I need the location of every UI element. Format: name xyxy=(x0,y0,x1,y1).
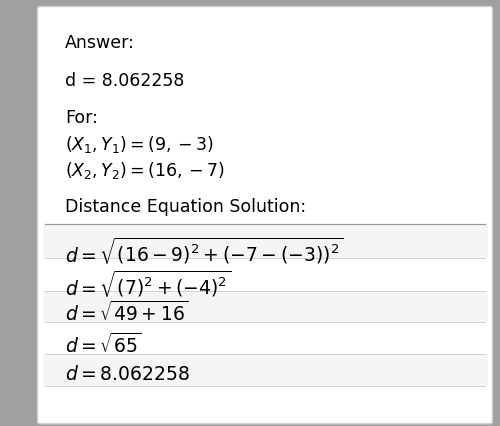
Text: For:: For: xyxy=(65,109,98,127)
Text: $d = \sqrt{(16 - 9)^2 + (-7 - (-3))^2}$: $d = \sqrt{(16 - 9)^2 + (-7 - (-3))^2}$ xyxy=(65,235,344,265)
Text: Distance Equation Solution:: Distance Equation Solution: xyxy=(65,198,306,216)
Text: $d = \sqrt{(7)^2 + (-4)^2}$: $d = \sqrt{(7)^2 + (-4)^2}$ xyxy=(65,268,231,299)
Text: $(X_1, Y_1) = (9, -3)$: $(X_1, Y_1) = (9, -3)$ xyxy=(65,134,214,155)
Text: $d = \sqrt{49 + 16}$: $d = \sqrt{49 + 16}$ xyxy=(65,301,188,325)
Text: $(X_2, Y_2) = (16, -7)$: $(X_2, Y_2) = (16, -7)$ xyxy=(65,160,225,181)
Text: d = 8.062258: d = 8.062258 xyxy=(65,72,184,90)
Text: Answer:: Answer: xyxy=(65,34,135,52)
Text: $d = \sqrt{65}$: $d = \sqrt{65}$ xyxy=(65,333,142,357)
Text: $d = 8.062258$: $d = 8.062258$ xyxy=(65,365,190,384)
